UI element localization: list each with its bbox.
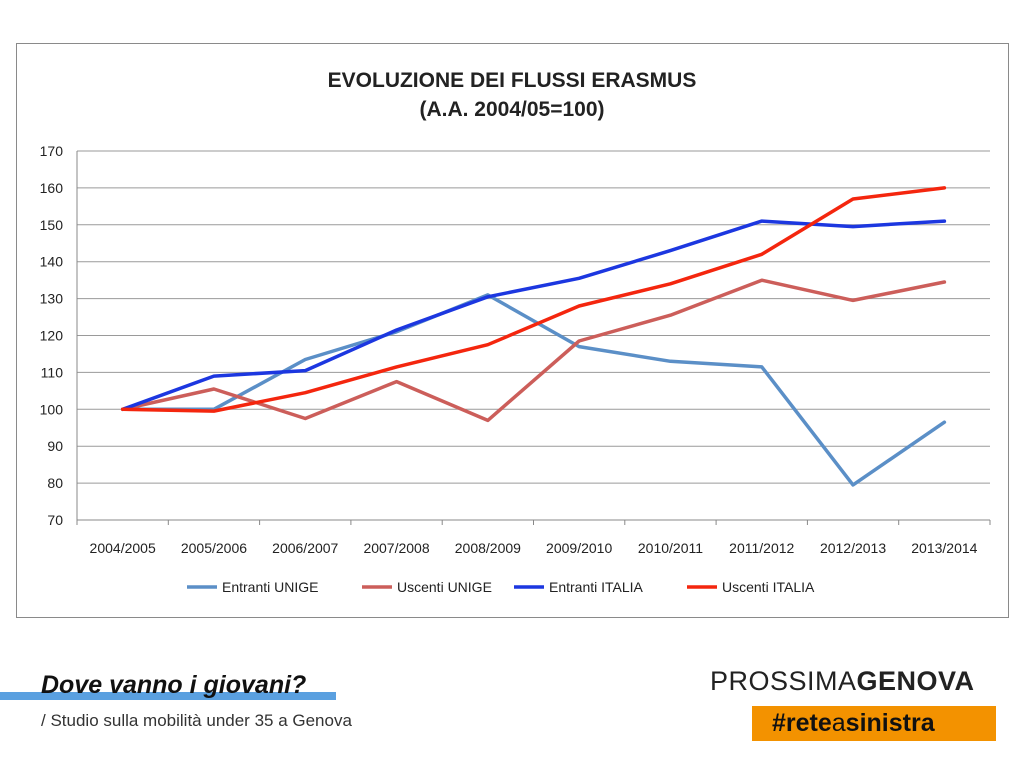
- x-tick-label-10: 2013/2014: [911, 540, 977, 556]
- x-tick-label-3: 2006/2007: [272, 540, 338, 556]
- chart-title-line-1: EVOLUZIONE DEI FLUSSI ERASMUS: [328, 69, 697, 92]
- brand-name-bold: GENOVA: [856, 666, 975, 696]
- line-chart: EVOLUZIONE DEI FLUSSI ERASMUS (A.A. 2004/…: [40, 69, 991, 595]
- y-tick-label-120: 120: [40, 328, 64, 344]
- brand-name-light: PROSSIMA: [710, 666, 857, 696]
- footer-title: Dove vanno i giovani?: [41, 671, 307, 699]
- y-tick-label-170: 170: [40, 143, 64, 159]
- y-tick-label-140: 140: [40, 254, 64, 270]
- hashtag-badge: #reteasinistra: [752, 706, 996, 741]
- legend-label-3: Entranti ITALIA: [549, 579, 644, 595]
- footer-accent-bar: [0, 692, 336, 700]
- legend-label-1: Entranti UNIGE: [222, 579, 318, 595]
- y-tick-label-150: 150: [40, 217, 64, 233]
- legend-label-4: Uscenti ITALIA: [722, 579, 815, 595]
- y-tick-label-80: 80: [47, 475, 63, 491]
- series-line-2: [120, 278, 947, 423]
- series-line-3: [120, 219, 947, 412]
- series-line-1: [120, 293, 947, 487]
- hashtag-mid: a: [831, 709, 846, 737]
- x-tick-label-9: 2012/2013: [820, 540, 886, 556]
- chart-frame: EVOLUZIONE DEI FLUSSI ERASMUS (A.A. 2004/…: [16, 43, 1009, 618]
- y-tick-label-130: 130: [40, 291, 64, 307]
- x-tick-label-5: 2008/2009: [455, 540, 521, 556]
- y-tick-label-70: 70: [47, 512, 63, 528]
- x-tick-label-8: 2011/2012: [729, 540, 794, 556]
- hashtag-suffix: sinistra: [845, 709, 935, 737]
- y-tick-label-110: 110: [41, 364, 64, 380]
- series-line-4: [120, 186, 947, 413]
- y-tick-label-100: 100: [40, 401, 64, 417]
- legend-label-2: Uscenti UNIGE: [397, 579, 492, 595]
- x-tick-label-4: 2007/2008: [363, 540, 429, 556]
- y-tick-label-160: 160: [40, 180, 64, 196]
- x-tick-label-1: 2004/2005: [90, 540, 156, 556]
- footer-subtitle: / Studio sulla mobilità under 35 a Genov…: [41, 711, 352, 730]
- hashtag-prefix: #rete: [772, 709, 832, 737]
- x-tick-label-2: 2005/2006: [181, 540, 247, 556]
- x-tick-label-7: 2010/2011: [638, 540, 703, 556]
- brand-logo: PROSSIMAGENOVA: [710, 666, 975, 697]
- x-tick-label-6: 2009/2010: [546, 540, 612, 556]
- chart-title-line-2: (A.A. 2004/05=100): [419, 98, 604, 121]
- y-tick-label-90: 90: [47, 438, 63, 454]
